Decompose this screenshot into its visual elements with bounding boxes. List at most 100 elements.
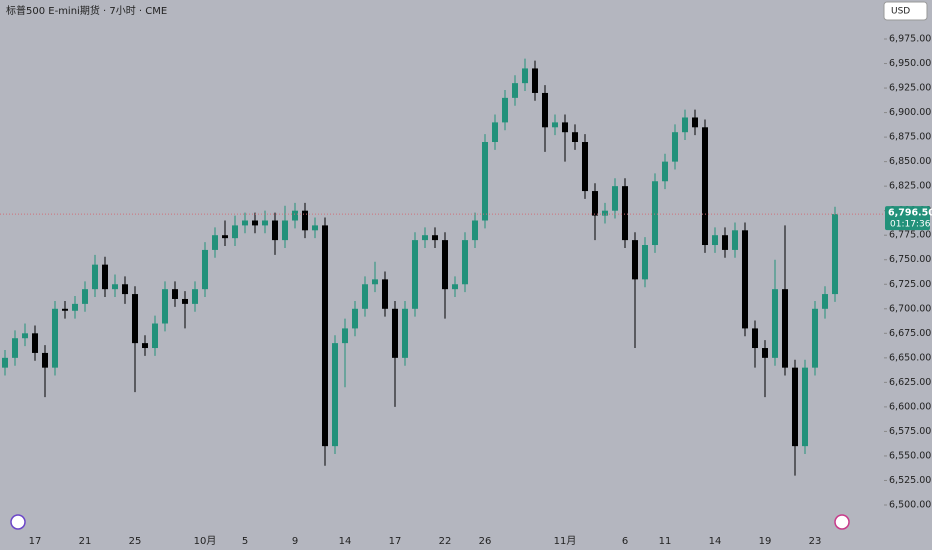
- candle-body: [72, 303, 78, 311]
- candle-body: [232, 225, 238, 239]
- candle-body: [382, 279, 388, 309]
- candle-body: [82, 289, 88, 304]
- y-tick-label: 6,625.00: [889, 377, 931, 388]
- candle-body: [12, 338, 18, 358]
- x-tick-label: 21: [79, 536, 92, 547]
- candle-body: [282, 220, 288, 241]
- candle-body: [512, 83, 518, 98]
- y-tick-label: 6,825.00: [889, 181, 931, 192]
- candle-body: [222, 235, 228, 239]
- candle-body: [152, 323, 158, 349]
- candle-body: [452, 284, 458, 290]
- y-tick-label: 6,525.00: [889, 475, 931, 486]
- candle-body: [802, 367, 808, 447]
- candle-body: [392, 308, 398, 358]
- candle-body: [332, 343, 338, 447]
- x-tick-label: 23: [809, 536, 822, 547]
- candle-body: [632, 240, 638, 280]
- y-tick-label: 6,975.00: [889, 34, 931, 45]
- x-tick-label: 17: [29, 536, 42, 547]
- candle-body: [672, 132, 678, 162]
- candle-body: [522, 68, 528, 84]
- candle-body: [162, 289, 168, 324]
- x-tick-label: 6: [622, 536, 628, 547]
- nav-icon[interactable]: [10, 514, 26, 530]
- candle-body: [292, 210, 298, 221]
- candle-body: [422, 235, 428, 241]
- candle-body: [582, 142, 588, 192]
- y-tick-label: 6,650.00: [889, 352, 931, 363]
- candle-body: [302, 210, 308, 231]
- y-tick-label: 6,850.00: [889, 156, 931, 167]
- candle-body: [502, 97, 508, 123]
- candle-body: [752, 328, 758, 349]
- event-icon[interactable]: [834, 514, 850, 530]
- candle-body: [532, 68, 538, 93]
- candle-body: [592, 191, 598, 216]
- y-tick-label: 6,925.00: [889, 83, 931, 94]
- candle-body: [412, 240, 418, 309]
- y-tick-label: 6,575.00: [889, 426, 931, 437]
- candle-body: [362, 284, 368, 309]
- candle-body: [352, 308, 358, 329]
- candle-body: [652, 181, 658, 246]
- currency-button[interactable]: [883, 1, 928, 21]
- candle-body: [772, 289, 778, 358]
- candle-body: [52, 308, 58, 368]
- candle-body: [552, 122, 558, 128]
- candle-body: [2, 357, 8, 368]
- candle-body: [702, 127, 708, 246]
- y-tick-label: 6,550.00: [889, 450, 931, 461]
- x-tick-label: 19: [759, 536, 772, 547]
- candle-body: [812, 308, 818, 368]
- candle-body: [92, 264, 98, 290]
- x-tick-label: 10月: [194, 535, 217, 547]
- countdown: 01:17:36: [890, 220, 931, 230]
- candle-body: [742, 230, 748, 329]
- candle-body: [682, 117, 688, 133]
- x-tick-label: 9: [292, 536, 298, 547]
- candle-body: [192, 289, 198, 304]
- candle-body: [242, 220, 248, 226]
- candle-body: [712, 235, 718, 246]
- last-price-box: [885, 206, 930, 231]
- y-tick-label: 6,500.00: [889, 500, 931, 511]
- candle-body: [402, 308, 408, 358]
- candle-body: [32, 333, 38, 353]
- y-tick-label: 6,750.00: [889, 254, 931, 265]
- y-tick-label: 6,675.00: [889, 328, 931, 339]
- candle-body: [62, 308, 68, 311]
- candle-body: [482, 142, 488, 221]
- candle-body: [562, 122, 568, 133]
- candle-body: [492, 122, 498, 143]
- x-tick-label: 11月: [554, 535, 577, 547]
- candle-body: [602, 210, 608, 216]
- candle-body: [182, 298, 188, 304]
- x-tick-label: 22: [439, 536, 452, 547]
- candle-body: [782, 289, 788, 368]
- candle-body: [372, 279, 378, 285]
- y-tick-label: 6,700.00: [889, 303, 931, 314]
- x-tick-label: 5: [242, 536, 248, 547]
- candle-body: [42, 352, 48, 368]
- candle-body: [692, 117, 698, 128]
- candle-body: [622, 186, 628, 241]
- x-tick-label: 11: [659, 536, 672, 547]
- candle-body: [202, 249, 208, 290]
- candle-body: [102, 264, 108, 290]
- candle-body: [732, 230, 738, 250]
- chart-title: 标普500 E-mini期货 · 7小时 · CME: [6, 4, 167, 17]
- candle-body: [572, 132, 578, 143]
- candle-body: [142, 343, 148, 349]
- currency[interactable]: USD: [891, 7, 910, 17]
- candle-body: [832, 214, 838, 295]
- candle-body: [22, 333, 28, 339]
- y-tick-label: 6,875.00: [889, 132, 931, 143]
- candle-body: [172, 289, 178, 299]
- x-tick-label: 26: [479, 536, 492, 547]
- candle-body: [612, 186, 618, 211]
- candle-body: [822, 294, 828, 309]
- y-tick-label: 6,600.00: [889, 401, 931, 412]
- y-tick-label: 6,775.00: [889, 230, 931, 241]
